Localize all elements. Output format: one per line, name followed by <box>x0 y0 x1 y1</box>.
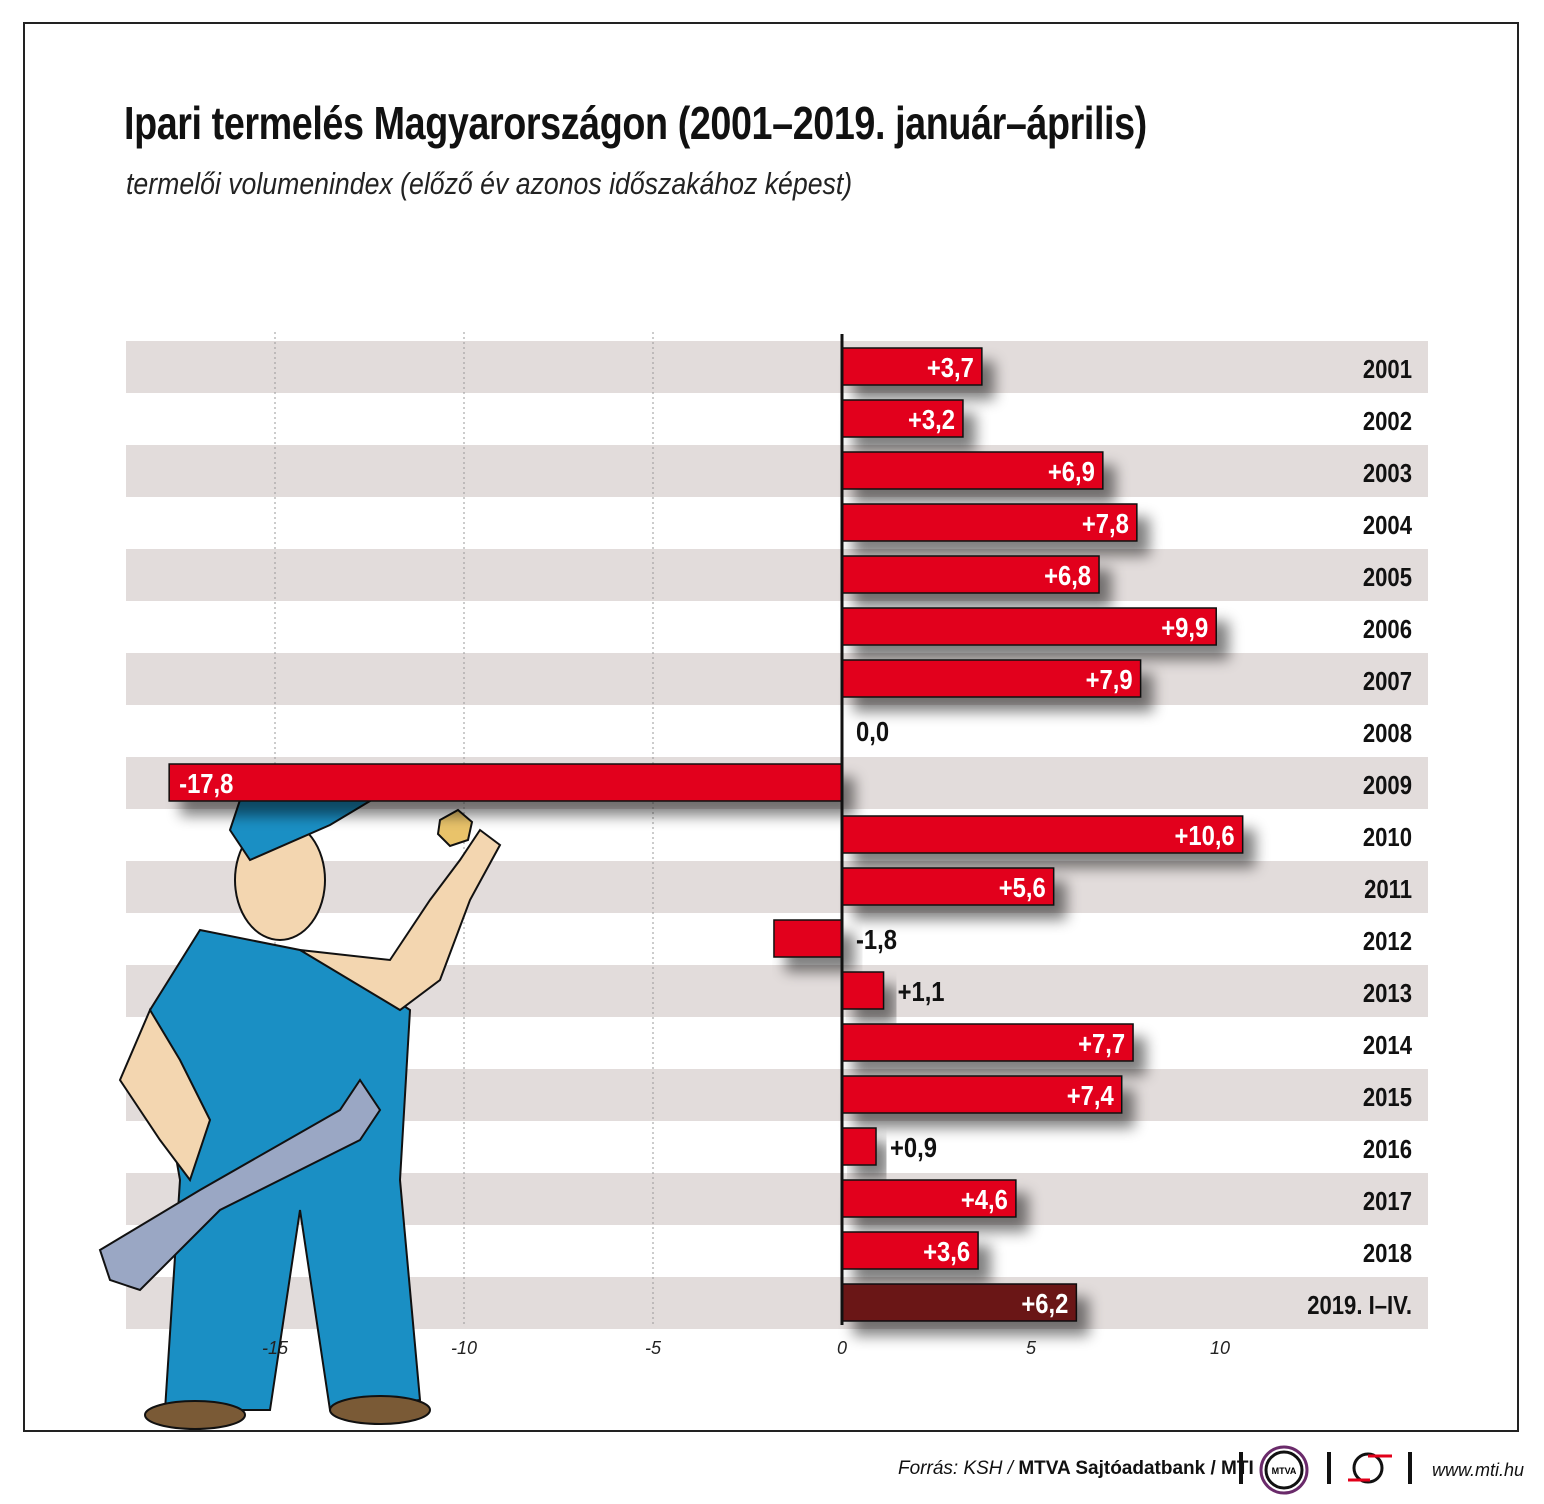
page-subtitle: termelői volumenindex (előző év azonos i… <box>126 166 853 201</box>
category-label: 2017 <box>1363 1187 1412 1216</box>
separator <box>1239 1452 1243 1484</box>
category-label: 2005 <box>1363 563 1412 592</box>
source-credit: Forrás: KSH / MTVA Sajtóadatbank / MTI <box>898 1458 1254 1480</box>
separator <box>1327 1452 1331 1484</box>
category-label: 2019. I–IV. <box>1307 1291 1412 1320</box>
data-label: +6,8 <box>1044 559 1091 591</box>
bar <box>841 399 964 438</box>
row-stripe <box>126 861 1428 913</box>
x-tick-label: 0 <box>837 1338 847 1358</box>
category-label: 2001 <box>1363 355 1412 384</box>
bar <box>841 1127 877 1166</box>
bar <box>841 607 1217 646</box>
category-label: 2004 <box>1363 511 1413 540</box>
data-label: +3,7 <box>927 351 974 383</box>
row-stripe <box>126 341 1428 393</box>
bar <box>841 503 1138 542</box>
data-label: +0,9 <box>890 1131 937 1163</box>
source-prefix: Forrás: KSH / <box>898 1458 1019 1479</box>
x-tick-label: 5 <box>1026 1338 1037 1358</box>
row-stripe <box>126 549 1428 601</box>
data-label: +7,8 <box>1082 507 1129 539</box>
category-label: 2010 <box>1363 823 1412 852</box>
data-label: +6,9 <box>1048 455 1095 487</box>
data-label: +10,6 <box>1174 819 1234 851</box>
data-label: +9,9 <box>1161 611 1208 643</box>
bar <box>841 815 1244 854</box>
bar <box>841 971 885 1010</box>
x-tick-label: -5 <box>645 1338 662 1358</box>
category-label: 2009 <box>1363 771 1412 800</box>
frame <box>23 22 1519 1432</box>
category-label: 2014 <box>1363 1031 1413 1060</box>
row-stripe <box>126 445 1428 497</box>
category-label: 2016 <box>1363 1135 1412 1164</box>
mtva-logo-text: MTVA <box>1272 1466 1297 1476</box>
bar <box>841 347 983 386</box>
data-label: -17,8 <box>179 767 233 799</box>
mti-logo-icon <box>1348 1452 1392 1484</box>
category-label: 2008 <box>1363 719 1412 748</box>
website-link[interactable]: www.mti.hu <box>1432 1460 1525 1480</box>
mtva-logo: MTVA <box>1259 1445 1309 1495</box>
bar <box>841 1283 1078 1322</box>
category-label: 2003 <box>1363 459 1412 488</box>
bar <box>841 867 1055 906</box>
data-label: +7,4 <box>1067 1079 1114 1111</box>
bar <box>168 763 843 802</box>
row-stripe <box>126 653 1428 705</box>
category-label: 2013 <box>1363 979 1412 1008</box>
separator <box>1408 1452 1412 1484</box>
bar <box>773 919 843 958</box>
category-label: 2012 <box>1363 927 1412 956</box>
category-label: 2007 <box>1363 667 1412 696</box>
data-label: 0,0 <box>856 715 889 747</box>
data-label: +6,2 <box>1021 1287 1068 1319</box>
category-label: 2011 <box>1364 875 1412 904</box>
data-label: +3,2 <box>908 403 955 435</box>
x-tick-label: -10 <box>451 1338 477 1358</box>
data-label: +7,9 <box>1086 663 1133 695</box>
data-label: +4,6 <box>961 1183 1008 1215</box>
source-agency: MTVA Sajtóadatbank / MTI <box>1018 1458 1254 1479</box>
data-label: +5,6 <box>999 871 1046 903</box>
x-tick-label: -15 <box>262 1338 289 1358</box>
data-label: +1,1 <box>898 975 945 1007</box>
category-label: 2002 <box>1363 407 1412 436</box>
page-title: Ipari termelés Magyarországon (2001–2019… <box>124 97 1147 149</box>
category-label: 2018 <box>1363 1239 1412 1268</box>
data-label: +3,6 <box>923 1235 970 1267</box>
x-tick-label: 10 <box>1210 1338 1230 1358</box>
bar <box>841 451 1104 490</box>
mechanic-illustration <box>98 788 502 1430</box>
data-label: +7,7 <box>1078 1027 1125 1059</box>
category-label: 2006 <box>1363 615 1412 644</box>
data-label: -1,8 <box>856 923 897 955</box>
category-label: 2015 <box>1363 1083 1412 1112</box>
